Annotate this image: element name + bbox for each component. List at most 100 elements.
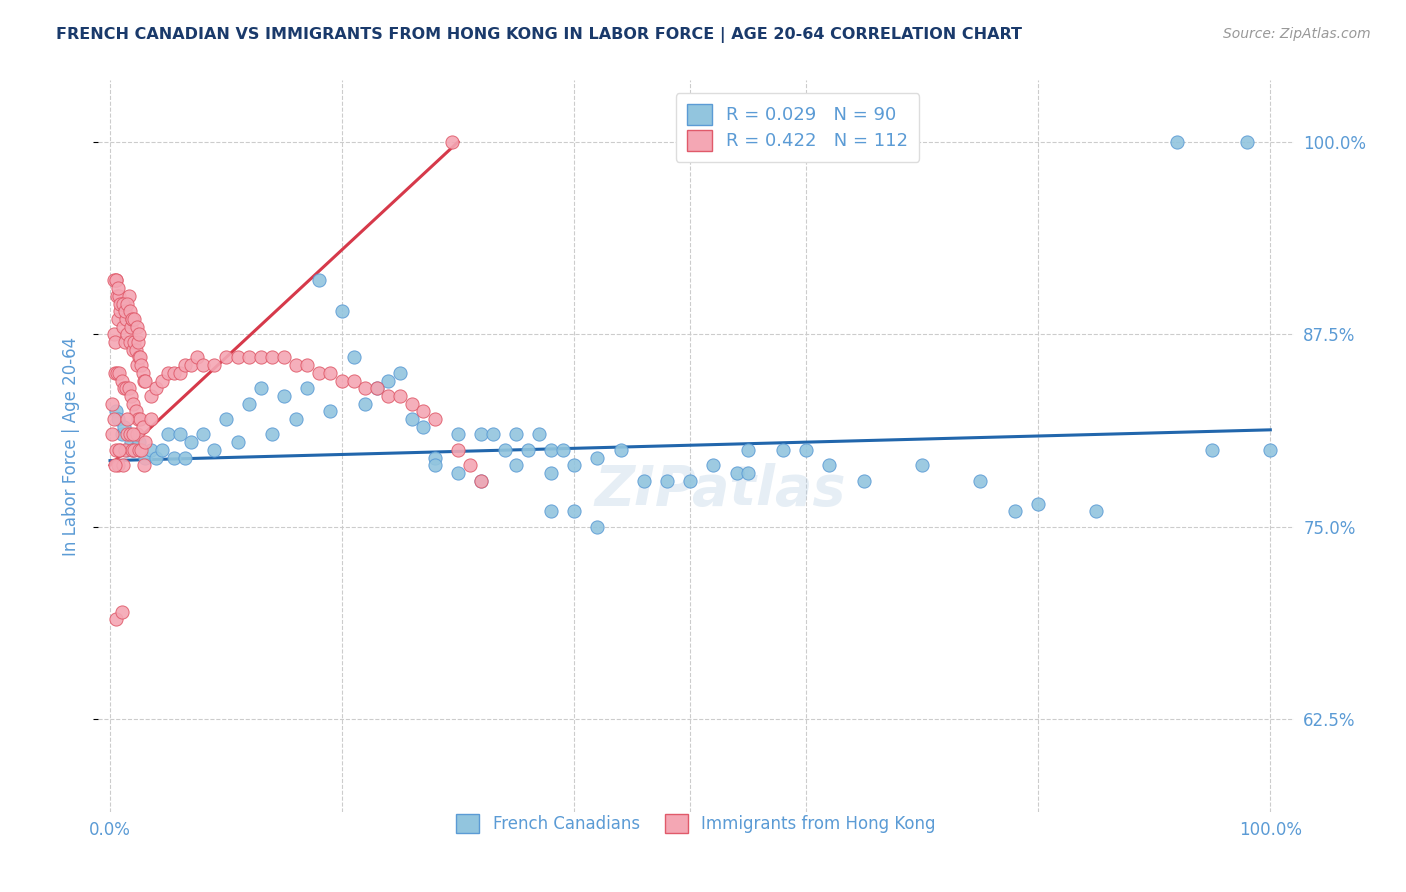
Point [169,366,191,380]
Point [145,381,167,395]
Point [174,358,197,372]
Point [169,427,191,442]
Point [174,450,197,465]
Point [250,381,273,395]
Point [118,334,141,349]
Point [319,404,342,418]
Point [129,351,152,365]
Point [725,466,748,480]
Point [127,412,149,426]
Point [150,442,173,457]
Point [104,612,127,626]
Point [128,442,150,457]
Point [112,381,135,395]
Point [655,474,678,488]
Point [191,427,214,442]
Point [145,450,167,465]
Point [215,412,238,426]
Point [401,397,423,411]
Point [104,273,127,287]
Point [366,381,388,395]
Point [447,427,470,442]
Point [117,327,139,342]
Point [969,474,991,488]
Point [1085,504,1108,518]
Point [319,366,342,380]
Point [529,427,551,442]
Point [447,466,470,480]
Point [297,381,319,395]
Point [157,366,180,380]
Point [101,397,124,411]
Point [772,442,794,457]
Point [117,412,139,426]
Point [737,466,759,480]
Point [540,466,562,480]
Point [794,442,817,457]
Point [120,435,142,450]
Point [134,374,156,388]
Point [330,374,353,388]
Point [412,404,434,418]
Point [104,442,127,457]
Point [112,419,135,434]
Point [1004,504,1026,518]
Point [250,351,273,365]
Text: ZIPatlas: ZIPatlas [595,463,845,516]
Point [343,374,366,388]
Point [104,334,127,349]
Point [423,412,446,426]
Point [163,366,186,380]
Point [110,296,132,310]
Point [447,442,470,457]
Point [111,427,134,442]
Point [150,374,173,388]
Text: FRENCH CANADIAN VS IMMIGRANTS FROM HONG KONG IN LABOR FORCE | AGE 20-64 CORRELAT: FRENCH CANADIAN VS IMMIGRANTS FROM HONG … [56,27,1022,43]
Point [107,412,129,426]
Point [284,412,307,426]
Point [470,427,492,442]
Point [124,404,146,418]
Point [737,442,759,457]
Y-axis label: In Labor Force | Age 20-64: In Labor Force | Age 20-64 [62,336,80,556]
Point [679,474,702,488]
Point [129,412,152,426]
Point [204,358,226,372]
Point [1201,442,1223,457]
Point [107,312,129,326]
Point [482,427,505,442]
Point [157,427,180,442]
Point [586,450,609,465]
Point [105,366,128,380]
Point [540,442,562,457]
Point [470,474,492,488]
Point [115,381,138,395]
Point [112,296,135,310]
Point [128,327,150,342]
Point [114,442,136,457]
Point [131,366,153,380]
Point [122,427,145,442]
Point [562,458,585,473]
Point [330,304,353,318]
Point [562,504,585,518]
Point [117,427,139,442]
Point [180,435,202,450]
Point [551,442,574,457]
Point [1258,442,1281,457]
Point [111,605,134,619]
Point [633,474,655,488]
Point [702,458,724,473]
Point [107,281,129,295]
Point [111,374,134,388]
Point [853,474,876,488]
Point [377,389,399,403]
Point [117,289,139,303]
Point [308,366,330,380]
Point [128,351,150,365]
Point [117,442,139,457]
Point [108,366,131,380]
Point [121,312,143,326]
Point [128,435,150,450]
Point [125,319,148,334]
